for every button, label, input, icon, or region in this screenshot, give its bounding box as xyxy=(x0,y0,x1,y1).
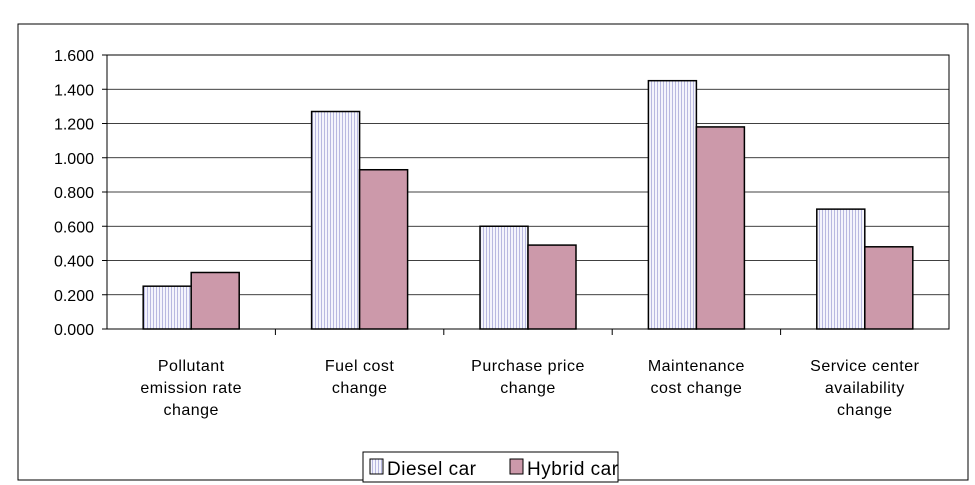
bar-hybrid-2 xyxy=(527,244,577,330)
bar-hybrid-1 xyxy=(358,168,409,330)
bar-diesel-4 xyxy=(816,208,866,330)
y-tick-label: 1.000 xyxy=(54,151,94,168)
bar-diesel-2 xyxy=(479,225,529,330)
y-tick-label: 0.800 xyxy=(54,185,94,202)
category-label: Service center availability change xyxy=(810,358,919,419)
legend-label-hybrid: Hybrid car xyxy=(527,459,619,480)
legend-label-diesel: Diesel car xyxy=(387,459,477,480)
y-tick-label: 1.400 xyxy=(54,82,94,99)
bars xyxy=(142,79,914,335)
y-axis-ticks: 0.000 0.200 0.400 0.600 0.800 1.000 1.200 1.400… xyxy=(54,48,107,339)
bar-diesel-0 xyxy=(142,285,192,330)
legend-swatch-diesel xyxy=(369,458,384,475)
y-tick-label: 1.600 xyxy=(54,48,94,65)
category-label: Fuel cost change xyxy=(325,358,394,397)
bar-hybrid-3 xyxy=(695,126,746,330)
y-tick-label: 0.400 xyxy=(54,254,94,271)
bar-hybrid-4 xyxy=(864,246,914,330)
category-labels: Pollutant emission rate change Fuel cost cha… xyxy=(140,358,919,419)
bar-diesel-3 xyxy=(647,79,698,330)
category-label: Purchase price change xyxy=(471,358,585,397)
legend: Diesel car Hybrid car xyxy=(362,451,619,483)
bar-hybrid-0 xyxy=(190,271,240,330)
legend-box xyxy=(362,451,619,483)
category-label: Pollutant emission rate change xyxy=(140,358,242,419)
y-tick-label: 1.200 xyxy=(54,117,94,134)
y-tick-label: 0.600 xyxy=(54,219,94,236)
y-tick-label: 0.000 xyxy=(54,322,94,339)
y-tick-label: 0.200 xyxy=(54,288,94,305)
legend-swatch-hybrid xyxy=(509,458,524,475)
category-label: Maintenance cost change xyxy=(648,358,745,397)
bar-diesel-1 xyxy=(310,110,361,330)
